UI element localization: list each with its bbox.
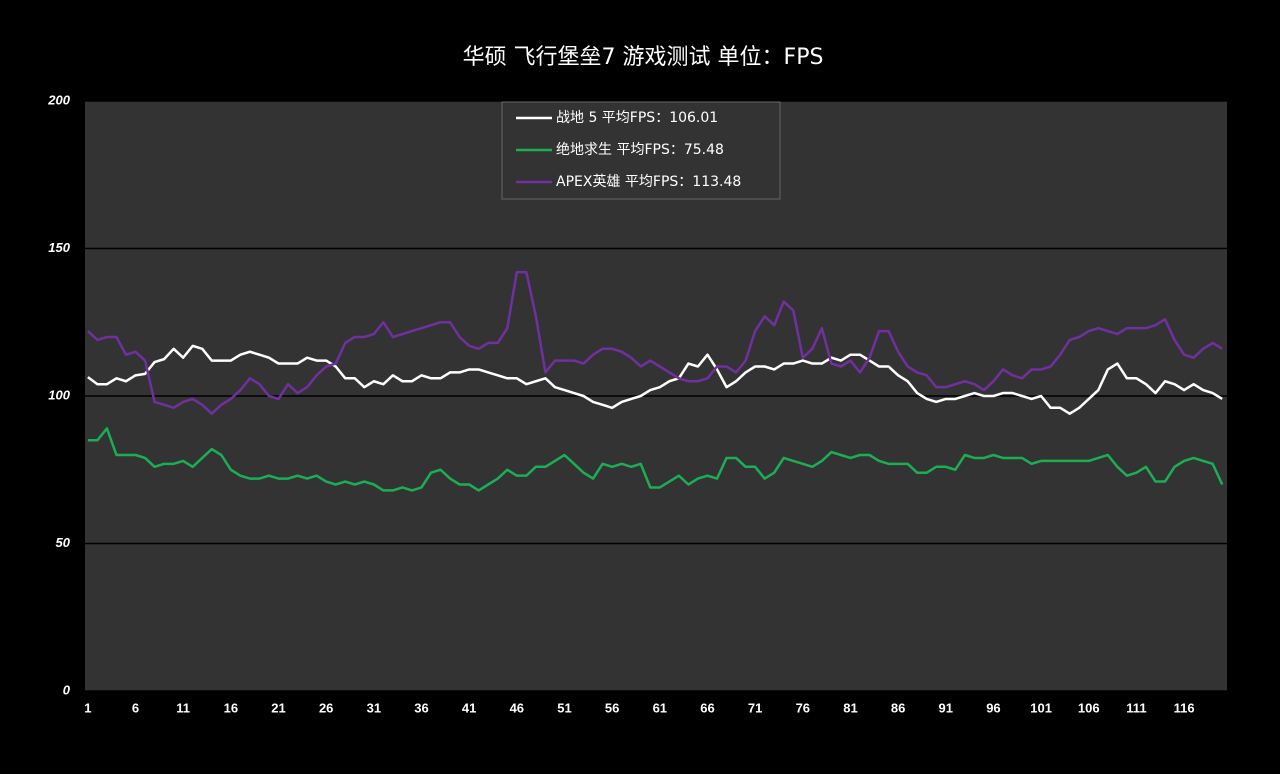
x-tick-label: 101 bbox=[1030, 700, 1052, 715]
x-tick-label: 36 bbox=[414, 700, 428, 715]
x-tick-label: 66 bbox=[700, 700, 714, 715]
y-tick-label: 100 bbox=[48, 387, 70, 402]
x-tick-label: 71 bbox=[748, 700, 762, 715]
x-tick-label: 46 bbox=[510, 700, 524, 715]
x-tick-label: 81 bbox=[843, 700, 857, 715]
y-tick-label: 50 bbox=[56, 535, 71, 550]
x-tick-label: 96 bbox=[986, 700, 1000, 715]
x-tick-label: 61 bbox=[653, 700, 667, 715]
x-tick-label: 6 bbox=[132, 700, 139, 715]
y-tick-label: 150 bbox=[48, 240, 70, 255]
x-tick-label: 76 bbox=[796, 700, 810, 715]
legend-label: 战地 5 平均FPS：106.01 bbox=[556, 110, 718, 126]
legend-label: 绝地求生 平均FPS：75.48 bbox=[556, 142, 724, 158]
x-tick-label: 41 bbox=[462, 700, 476, 715]
x-tick-label: 21 bbox=[271, 700, 285, 715]
x-tick-label: 51 bbox=[557, 700, 571, 715]
x-tick-label: 106 bbox=[1078, 700, 1100, 715]
legend-label: APEX英雄 平均FPS：113.48 bbox=[556, 173, 741, 190]
legend: 战地 5 平均FPS：106.01 绝地求生 平均FPS：75.48 APEX英雄 … bbox=[501, 101, 781, 200]
x-tick-label: 26 bbox=[319, 700, 333, 715]
x-tick-label: 116 bbox=[1174, 700, 1195, 715]
x-tick-label: 86 bbox=[891, 700, 905, 715]
x-tick-label: 91 bbox=[939, 700, 953, 715]
y-tick-label: 200 bbox=[47, 92, 70, 107]
series-line bbox=[87, 344, 1223, 415]
series-line bbox=[87, 270, 1223, 415]
x-tick-label: 31 bbox=[367, 700, 381, 715]
series-line bbox=[87, 427, 1224, 492]
y-tick-label: 0 bbox=[63, 682, 71, 697]
x-tick-label: 1 bbox=[84, 700, 91, 715]
x-tick-label: 56 bbox=[605, 700, 619, 715]
chart-title: 华硕 飞行堡垒7 游戏测试 单位：FPS bbox=[463, 45, 824, 70]
x-tick-label: 16 bbox=[224, 700, 238, 715]
x-tick-label: 11 bbox=[176, 700, 190, 715]
x-tick-label: 111 bbox=[1126, 700, 1146, 715]
